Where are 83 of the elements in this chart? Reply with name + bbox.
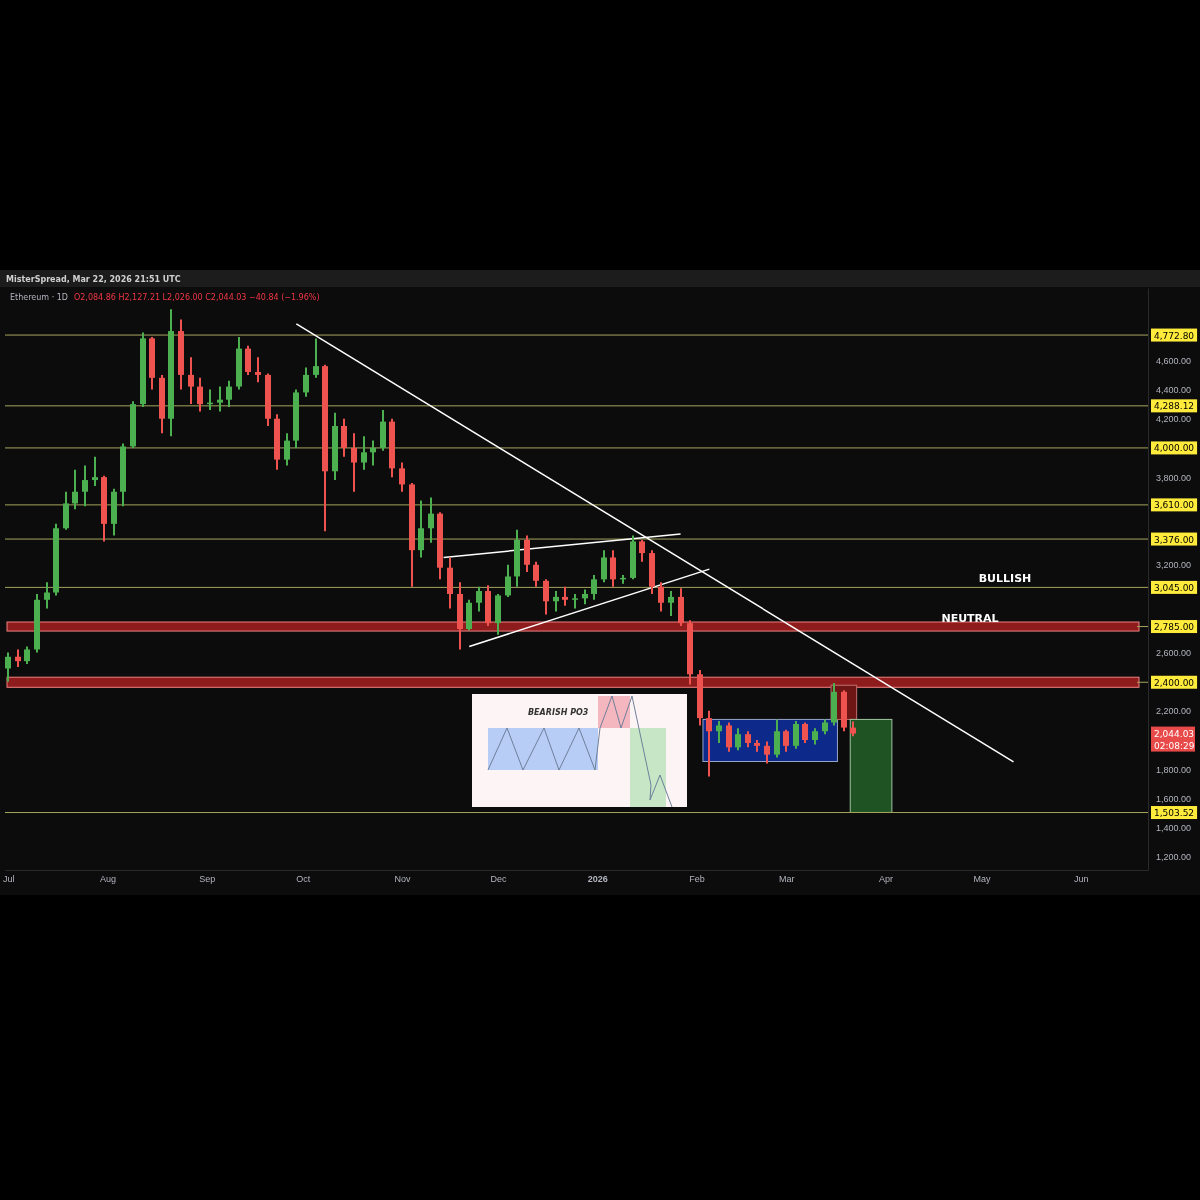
candlestick	[505, 563, 511, 598]
candlestick	[313, 337, 319, 379]
ref-line-label: 3,045.00	[1154, 582, 1195, 593]
y-tick-label: 4,600.00	[1156, 355, 1192, 366]
y-tick-label: 1,200.00	[1156, 852, 1192, 863]
candlestick	[793, 720, 799, 750]
candlestick	[726, 721, 732, 753]
annotation: NEUTRAL	[941, 612, 999, 625]
candlestick	[783, 728, 789, 753]
candlestick	[572, 592, 578, 610]
candlestick	[92, 455, 98, 487]
ref-line-label: 3,376.00	[1154, 534, 1195, 545]
candlestick	[658, 581, 664, 613]
candlestick	[639, 538, 645, 563]
y-tick-label: 1,800.00	[1156, 764, 1192, 775]
x-tick-label: Nov	[394, 874, 412, 885]
ref-line-label: 3,610.00	[1154, 500, 1195, 511]
x-tick-label: Apr	[878, 874, 893, 885]
candlestick	[351, 432, 357, 493]
x-tick-label: Oct	[296, 874, 311, 885]
ref-line-label: 1,503.52	[1154, 808, 1195, 819]
candlestick	[476, 585, 482, 613]
candlestick	[217, 385, 223, 413]
candlestick	[543, 578, 549, 616]
candlestick	[284, 432, 290, 467]
candlestick	[245, 344, 251, 376]
x-tick-label: Feb	[689, 874, 705, 885]
candlestick	[255, 356, 261, 384]
ref-line-label: 4,772.80	[1154, 330, 1195, 341]
candlestick	[82, 464, 88, 508]
candlestick	[341, 417, 347, 458]
text: 02:08:29	[1154, 740, 1195, 751]
candlestick	[591, 573, 597, 601]
candlestick	[5, 651, 11, 683]
candlestick	[562, 585, 568, 607]
candlestick	[197, 376, 203, 413]
candlestick	[370, 439, 376, 467]
candlestick	[303, 366, 309, 398]
y-tick-label: 2,200.00	[1156, 706, 1192, 717]
candlestick	[188, 356, 194, 406]
y-tick-label: 2,600.00	[1156, 647, 1192, 658]
candlestick	[361, 435, 367, 471]
y-tick-label: 3,800.00	[1156, 472, 1192, 483]
candlestick	[716, 720, 722, 744]
y-tick-label: 4,400.00	[1156, 384, 1192, 395]
text: O2,084.86 H2,127.21 L2,026.00 C2,044.03 −40.84 (−1.96%)	[73, 293, 320, 302]
x-tick-label: Jun	[1074, 874, 1089, 885]
candlestick	[601, 549, 607, 584]
candlestick	[533, 560, 539, 588]
y-tick-label: 4,200.00	[1156, 414, 1192, 425]
candlestick	[706, 709, 712, 778]
x-tick-label: Jul	[2, 874, 15, 885]
y-tick-label: 1,400.00	[1156, 823, 1192, 834]
candlestick	[553, 590, 559, 613]
x-tick-label: May	[973, 874, 992, 885]
candlestick	[44, 581, 50, 610]
annotation: BULLISH	[978, 572, 1032, 585]
text: 2,044.03	[1154, 729, 1195, 740]
candlestick	[226, 379, 232, 409]
candlestick	[764, 740, 770, 765]
band-label: 2,400.00	[1154, 677, 1195, 688]
candlestick	[418, 499, 424, 559]
annotation: BEARISH PO3	[528, 708, 589, 717]
text: MisterSpread, Mar 22, 2026 21:51 UTC	[6, 275, 181, 284]
y-tick-label: 3,200.00	[1156, 560, 1192, 571]
band-label: 2,785.00	[1154, 622, 1195, 633]
text: Ethereum · 1D	[10, 293, 68, 302]
candlestick	[802, 721, 808, 744]
x-tick-label: Dec	[490, 874, 508, 885]
candlestick	[668, 590, 674, 617]
ref-line-label: 4,288.12	[1154, 401, 1195, 412]
x-tick-label: Sep	[199, 874, 216, 885]
x-tick-label: Mar	[778, 874, 795, 885]
x-tick-label: Aug	[99, 874, 116, 885]
candlestick	[610, 549, 616, 588]
x-tick-label: 2026	[587, 874, 608, 885]
candlestick	[428, 496, 434, 544]
candlestick	[774, 718, 780, 759]
y-tick-label: 1,600.00	[1156, 793, 1192, 804]
candlestick	[399, 461, 405, 493]
candlestick	[72, 468, 78, 511]
ref-line-label: 4,000.00	[1154, 443, 1195, 454]
candlestick	[735, 727, 741, 752]
